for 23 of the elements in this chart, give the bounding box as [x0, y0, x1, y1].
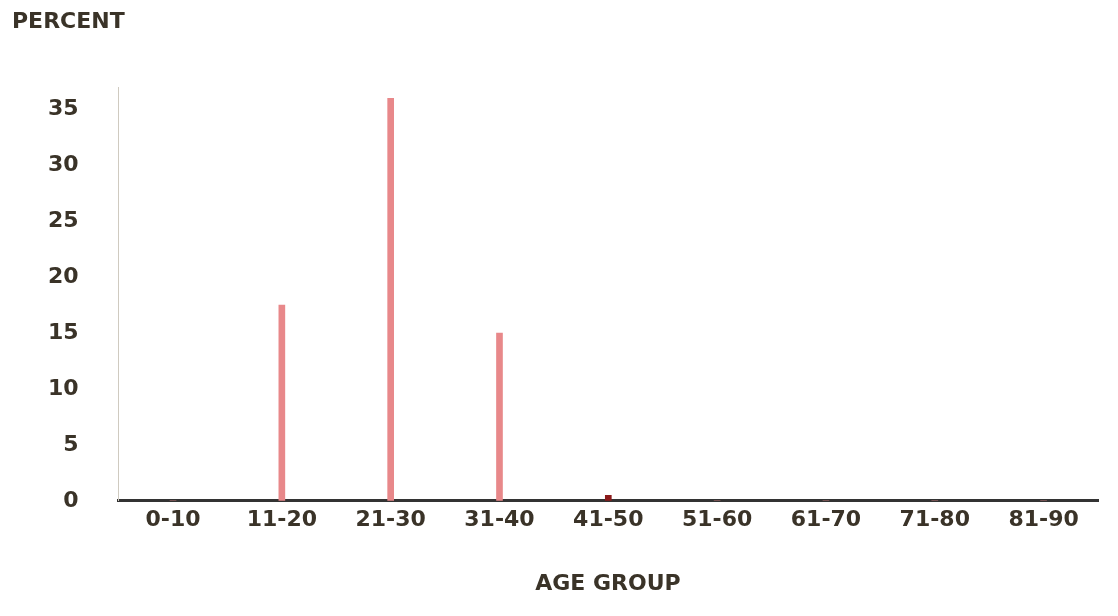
x-tick-label: 41-50	[573, 505, 644, 531]
y-tick-label: 20	[47, 262, 79, 288]
y-tick-label: 10	[47, 374, 79, 400]
y-tick-label: 25	[47, 207, 79, 233]
y-tick-label: 30	[47, 151, 79, 177]
x-tick-label: 51-60	[681, 505, 753, 531]
bar	[278, 304, 286, 501]
x-tick-label: 0-10	[145, 505, 201, 531]
y-tick-label: 35	[47, 95, 79, 121]
bar	[387, 98, 394, 501]
y-axis-title: PERCENT	[11, 8, 126, 34]
x-tick-label: 31-40	[464, 505, 535, 531]
y-tick-label: 15	[47, 318, 79, 344]
x-tick-label: 61-70	[790, 505, 862, 531]
bar	[496, 332, 503, 501]
y-tick-label: 0	[63, 486, 79, 512]
x-tick-label: 21-30	[355, 505, 426, 531]
x-tick-label: 71-80	[899, 505, 970, 531]
x-tick-label: 81-90	[1008, 505, 1079, 531]
y-tick-label: 5	[63, 430, 79, 456]
bar	[604, 494, 612, 501]
x-tick-label: 11-20	[246, 505, 318, 531]
x-axis-title: AGE GROUP	[534, 570, 682, 595]
